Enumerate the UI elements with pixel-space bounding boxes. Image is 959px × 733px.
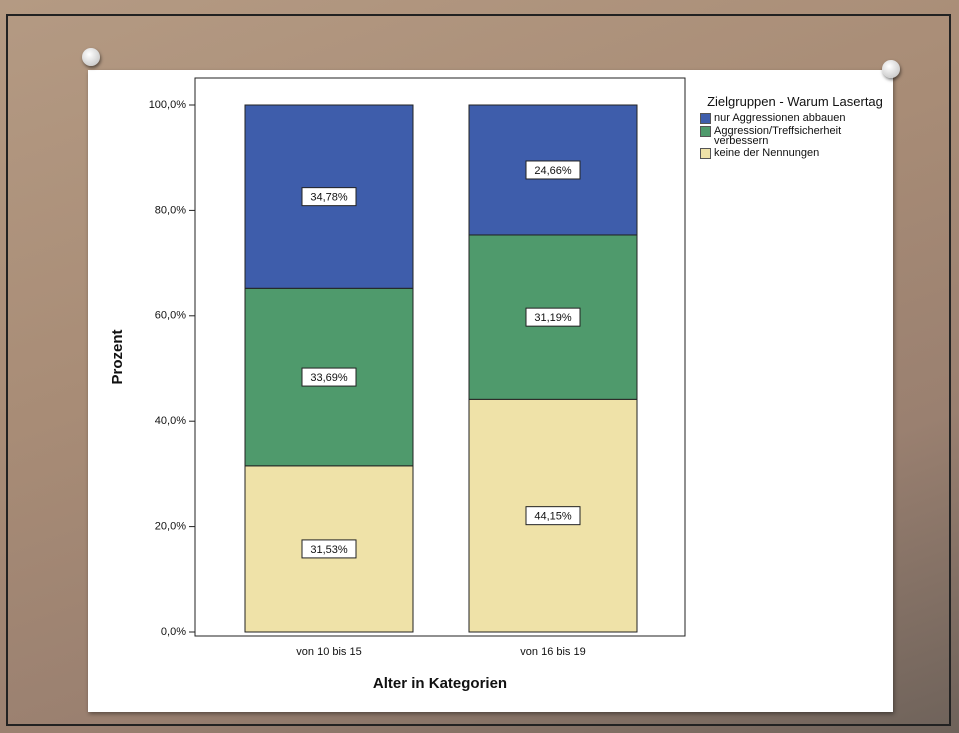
plot-frame [194, 77, 686, 637]
y-tick-label: 40,0% [155, 415, 186, 427]
y-tick-label: 100,0% [149, 99, 187, 111]
pin [82, 48, 100, 66]
legend-title: Zielgruppen - Warum Lasertag [707, 94, 883, 109]
value-label: 24,66% [534, 165, 572, 177]
legend-label: Aggression/Treffsicherheit verbessern [714, 125, 842, 147]
legend-item: nur Aggressionen abbauen [700, 113, 890, 124]
value-label: 31,19% [534, 312, 572, 324]
x-axis-label: Alter in Kategorien [373, 675, 507, 692]
value-label: 31,53% [310, 544, 348, 556]
value-label-box [301, 539, 357, 559]
y-tick-label: 0,0% [161, 626, 186, 638]
value-label-box [301, 187, 357, 207]
value-label-box [525, 307, 581, 327]
legend-swatch [700, 113, 711, 124]
legend-swatch [700, 126, 711, 137]
value-label: 34,78% [310, 192, 348, 204]
legend-item: keine der Nennungen [700, 148, 890, 159]
x-tick-label: von 16 bis 19 [520, 646, 585, 658]
y-tick-label: 80,0% [155, 204, 186, 216]
y-axis-label: Prozent [109, 329, 126, 384]
value-label-box [525, 506, 581, 526]
value-label: 33,69% [310, 372, 348, 384]
legend-label: keine der Nennungen [714, 147, 820, 159]
y-tick-label: 20,0% [155, 521, 186, 533]
legend-swatch [700, 148, 711, 159]
y-tick-label: 60,0% [155, 310, 186, 322]
pin [882, 60, 900, 78]
legend-item: Aggression/Treffsicherheit verbessern [700, 125, 890, 147]
legend-label: nur Aggressionen abbauen [714, 112, 846, 124]
legend: Zielgruppen - Warum Lasertag nur Aggress… [700, 94, 890, 161]
x-tick-label: von 10 bis 15 [296, 646, 361, 658]
value-label: 44,15% [534, 511, 572, 523]
frame [6, 14, 951, 726]
value-label-box [301, 367, 357, 387]
value-label-box [525, 160, 581, 180]
